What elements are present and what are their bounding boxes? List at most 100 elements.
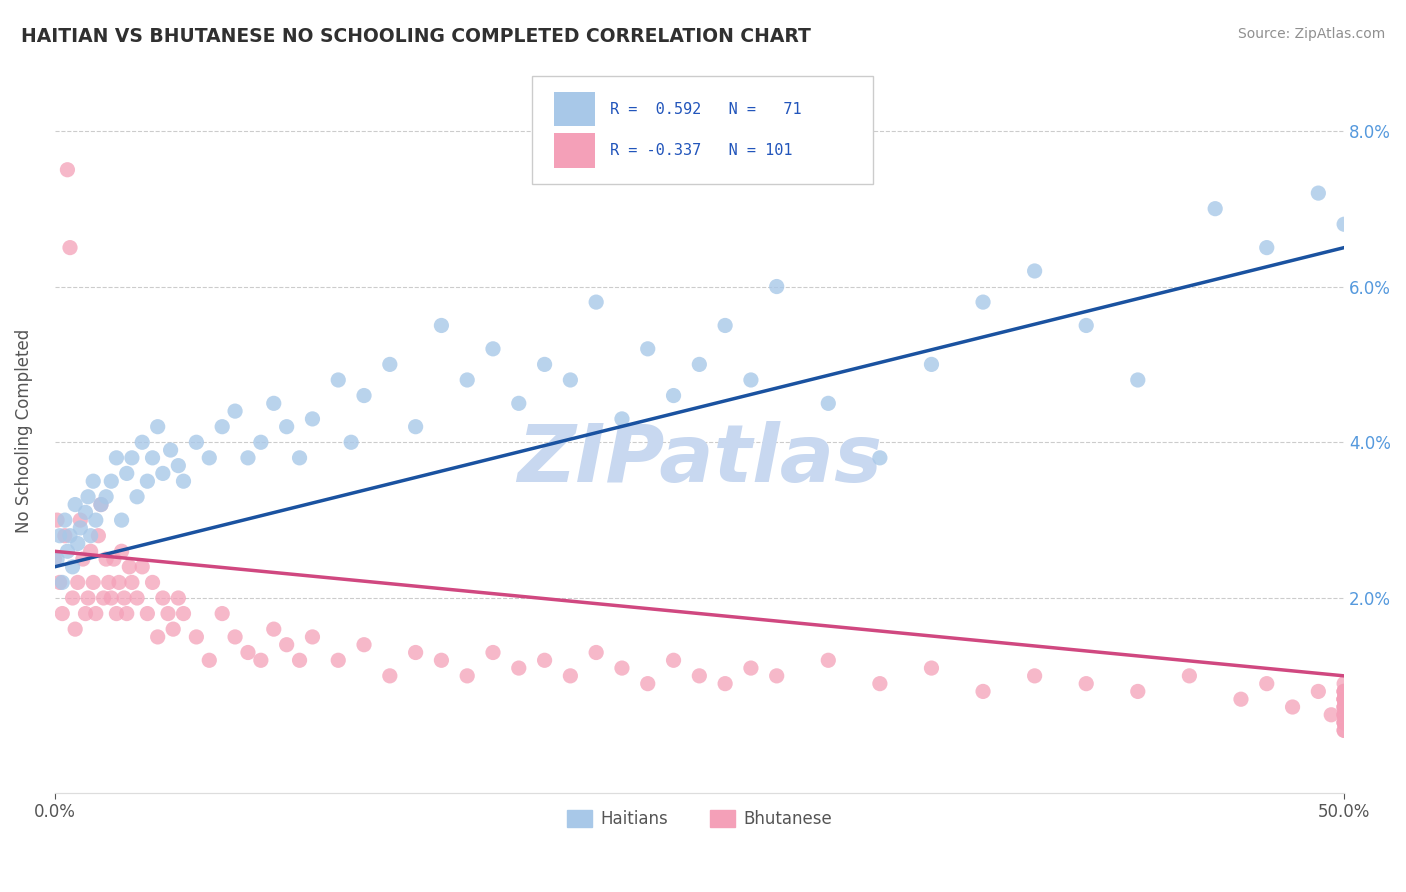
Point <box>87 529 110 543</box>
Point <box>62 559 84 574</box>
Point <box>69 513 91 527</box>
Point <box>353 638 375 652</box>
Point <box>328 653 350 667</box>
Point <box>1333 715 1355 730</box>
Point <box>118 559 141 574</box>
Point <box>51 575 73 590</box>
Point <box>115 467 138 481</box>
Point <box>198 653 221 667</box>
Point <box>146 630 169 644</box>
Legend: Haitians, Bhutanese: Haitians, Bhutanese <box>560 804 838 835</box>
Point <box>100 591 122 605</box>
Point <box>141 575 163 590</box>
Point <box>482 646 505 660</box>
Point <box>186 435 208 450</box>
Point <box>211 419 233 434</box>
Point <box>44 552 66 566</box>
Point <box>276 419 298 434</box>
Point <box>90 498 112 512</box>
Point <box>1333 692 1355 706</box>
Point <box>1333 692 1355 706</box>
Text: R =  0.592   N =   71: R = 0.592 N = 71 <box>610 102 801 117</box>
Point <box>110 544 132 558</box>
Point <box>430 653 453 667</box>
Point <box>972 295 994 310</box>
Point <box>714 318 737 333</box>
Point <box>482 342 505 356</box>
Point <box>48 529 70 543</box>
Point <box>131 559 153 574</box>
Point <box>224 404 246 418</box>
Point <box>82 575 104 590</box>
Point <box>59 241 82 255</box>
Point <box>236 450 259 465</box>
Point <box>110 513 132 527</box>
Point <box>66 575 89 590</box>
Point <box>353 388 375 402</box>
Point <box>456 373 478 387</box>
Point <box>250 653 273 667</box>
Point <box>46 552 69 566</box>
Point <box>610 412 633 426</box>
Point <box>46 513 69 527</box>
Point <box>920 661 942 675</box>
Point <box>1333 700 1355 714</box>
Point <box>301 412 323 426</box>
Point <box>276 638 298 652</box>
Point <box>263 622 285 636</box>
Point <box>662 388 685 402</box>
Point <box>1256 241 1278 255</box>
Point <box>340 435 363 450</box>
Point <box>1333 684 1355 698</box>
Point <box>301 630 323 644</box>
Point <box>51 607 73 621</box>
Point <box>1333 684 1355 698</box>
Point <box>405 419 427 434</box>
Text: ZIPatlas: ZIPatlas <box>517 420 882 499</box>
Point <box>173 607 195 621</box>
Point <box>152 591 174 605</box>
Point <box>236 646 259 660</box>
Point <box>1076 676 1098 690</box>
Point <box>263 396 285 410</box>
Point <box>1333 692 1355 706</box>
Point <box>1333 707 1355 722</box>
Point <box>62 591 84 605</box>
Y-axis label: No Schooling Completed: No Schooling Completed <box>15 328 32 533</box>
Point <box>75 607 97 621</box>
Point <box>765 279 787 293</box>
Point <box>105 607 128 621</box>
Point <box>125 591 148 605</box>
Point <box>1178 669 1201 683</box>
Point <box>79 544 101 558</box>
Point <box>186 630 208 644</box>
Point <box>115 607 138 621</box>
Point <box>72 552 94 566</box>
Point <box>637 676 659 690</box>
FancyBboxPatch shape <box>531 76 873 185</box>
Text: R = -0.337   N = 101: R = -0.337 N = 101 <box>610 143 793 158</box>
Point <box>56 544 79 558</box>
Point <box>456 669 478 683</box>
Point <box>560 373 582 387</box>
Point <box>1076 318 1098 333</box>
Point <box>84 513 107 527</box>
Point <box>121 575 143 590</box>
Point <box>1333 217 1355 231</box>
Point <box>1333 707 1355 722</box>
FancyBboxPatch shape <box>554 92 595 127</box>
Point <box>637 342 659 356</box>
Point <box>121 450 143 465</box>
Point <box>610 661 633 675</box>
Point <box>1333 676 1355 690</box>
Point <box>79 529 101 543</box>
Point <box>1333 715 1355 730</box>
Point <box>1024 264 1046 278</box>
Point <box>869 676 891 690</box>
Text: HAITIAN VS BHUTANESE NO SCHOOLING COMPLETED CORRELATION CHART: HAITIAN VS BHUTANESE NO SCHOOLING COMPLE… <box>21 27 811 45</box>
Point <box>82 474 104 488</box>
Point <box>141 450 163 465</box>
Point <box>112 591 135 605</box>
Point <box>77 490 100 504</box>
Point <box>1024 669 1046 683</box>
